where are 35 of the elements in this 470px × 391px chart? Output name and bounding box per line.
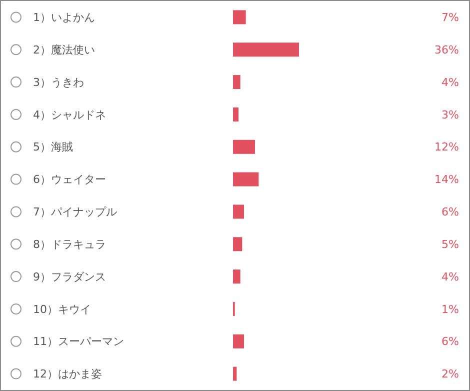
- y-tick-label: 1）いよかん: [33, 11, 95, 24]
- bar: [233, 204, 244, 219]
- y-tick-label: 4）シャルドネ: [33, 108, 106, 122]
- bar: [233, 75, 240, 90]
- bar: [233, 10, 246, 24]
- data-label: 36%: [434, 43, 459, 56]
- bar: [233, 237, 242, 252]
- data-label: 6%: [442, 335, 459, 348]
- data-label: 14%: [434, 173, 459, 186]
- y-tick-label: 5）海賊: [33, 140, 73, 154]
- data-label: 4%: [442, 76, 459, 89]
- bar: [233, 172, 259, 186]
- y-tick-label: 6）ウェイター: [33, 173, 106, 186]
- y-tick-label: 11）スーパーマン: [33, 335, 124, 348]
- data-label: 2%: [442, 368, 459, 381]
- y-tick-label: 9）フラダンス: [33, 270, 106, 284]
- data-label: 5%: [442, 238, 459, 251]
- data-label: 1%: [442, 302, 459, 316]
- data-label: 12%: [434, 140, 459, 154]
- y-tick-label: 2）魔法使い: [33, 43, 95, 56]
- y-tick-label: 7）パイナップル: [33, 206, 117, 219]
- bar: [233, 270, 240, 284]
- data-label: 7%: [442, 11, 459, 24]
- data-label: 6%: [442, 206, 459, 219]
- y-tick-label: 8）ドラキュラ: [33, 238, 106, 251]
- bar: [233, 334, 244, 348]
- y-tick-label: 12）はかま姿: [33, 368, 102, 381]
- data-label: 3%: [442, 108, 459, 122]
- y-tick-label: 3）うきわ: [33, 76, 84, 89]
- bar: [233, 42, 299, 57]
- bar: [233, 107, 238, 122]
- data-label: 4%: [442, 270, 459, 284]
- y-tick-label: 10）キウイ: [33, 302, 91, 316]
- bar: [233, 366, 237, 381]
- bar: [233, 140, 255, 154]
